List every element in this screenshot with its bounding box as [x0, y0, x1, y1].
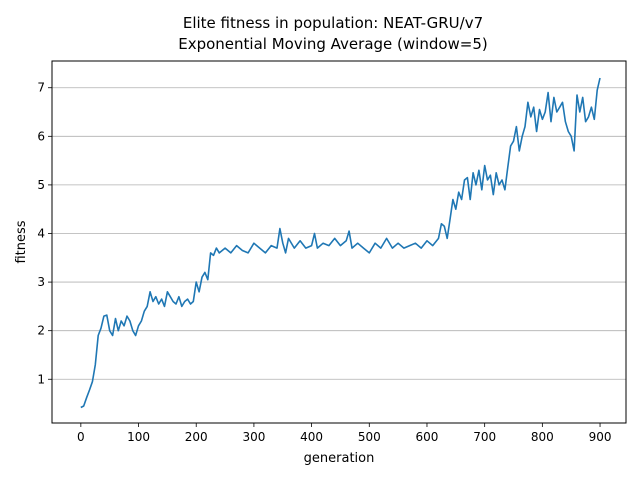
- y-axis-label: fitness: [14, 220, 29, 263]
- series-layer: [80, 77, 601, 409]
- y-tick-label: 6: [37, 129, 45, 143]
- x-tick-label: 800: [531, 430, 554, 444]
- x-tick-label: 100: [127, 430, 150, 444]
- chart-subtitle: Exponential Moving Average (window=5): [178, 35, 488, 53]
- x-tick-label: 0: [77, 430, 85, 444]
- y-tick-label: 7: [37, 81, 45, 95]
- y-tick-label: 5: [37, 178, 45, 192]
- x-tick-label: 600: [416, 430, 439, 444]
- plot-frame: [51, 60, 627, 424]
- y-tick-label: 2: [37, 324, 45, 338]
- axis-ticks: 1 2 3 4 5 6 7 0 100 200 300 400 500 600 700 800 900: [37, 81, 611, 444]
- x-tick-label: 300: [242, 430, 265, 444]
- fitness-series-line: [80, 77, 601, 409]
- x-tick-label: 900: [589, 430, 612, 444]
- gridlines: [52, 87, 626, 380]
- x-tick-label: 400: [300, 430, 323, 444]
- x-axis-label: generation: [304, 451, 375, 466]
- x-tick-label: 700: [473, 430, 496, 444]
- y-tick-label: 1: [37, 372, 45, 386]
- y-tick-label: 3: [37, 275, 45, 289]
- y-tick-label: 4: [37, 226, 45, 240]
- chart-title: Elite fitness in population: NEAT-GRU/v7: [183, 14, 483, 32]
- x-tick-label: 200: [185, 430, 208, 444]
- x-tick-label: 500: [358, 430, 381, 444]
